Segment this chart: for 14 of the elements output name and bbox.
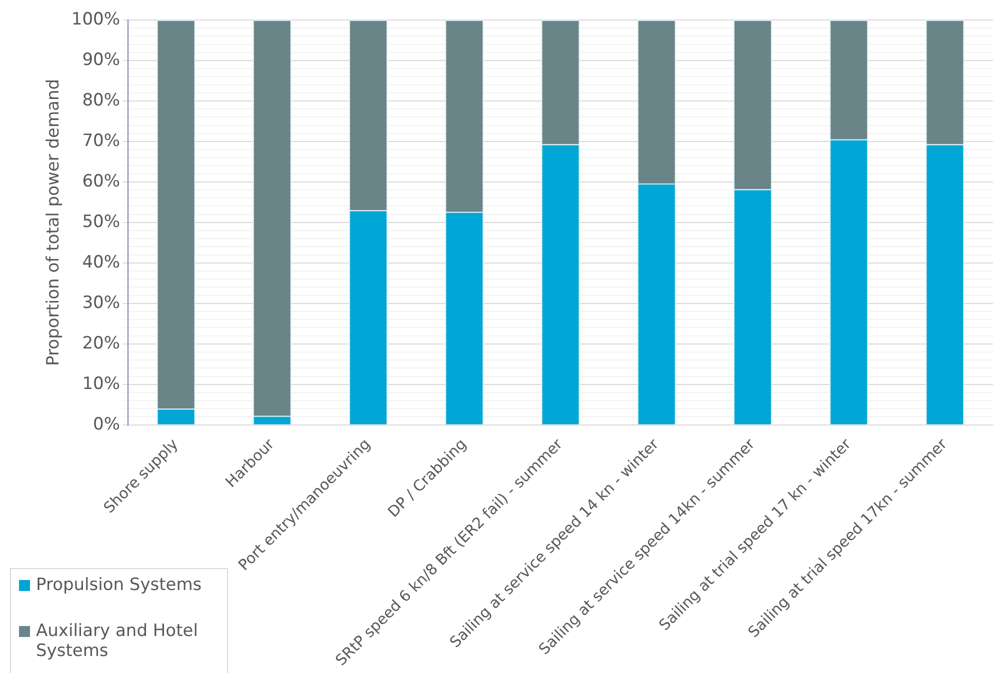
y-tick-label: 30% [82,292,120,313]
legend-label: Propulsion Systems [36,575,202,595]
y-tick-label: 40% [82,252,120,272]
legend-label: Auxiliary and Hotel Systems [36,621,199,661]
y-tick-label: 60% [82,171,120,192]
y-tick-label: 10% [82,374,120,394]
y-tick-label: 80% [82,90,120,110]
y-tick-label: 100% [71,9,120,30]
y-tick-label: 50% [82,212,120,232]
y-tick-label: 90% [82,50,120,70]
y-tick-label: 20% [82,333,120,354]
y-tick-label: 0% [93,414,120,434]
y-axis-title: Proportion of total power demand [44,78,64,366]
y-tick-label: 70% [82,130,120,151]
